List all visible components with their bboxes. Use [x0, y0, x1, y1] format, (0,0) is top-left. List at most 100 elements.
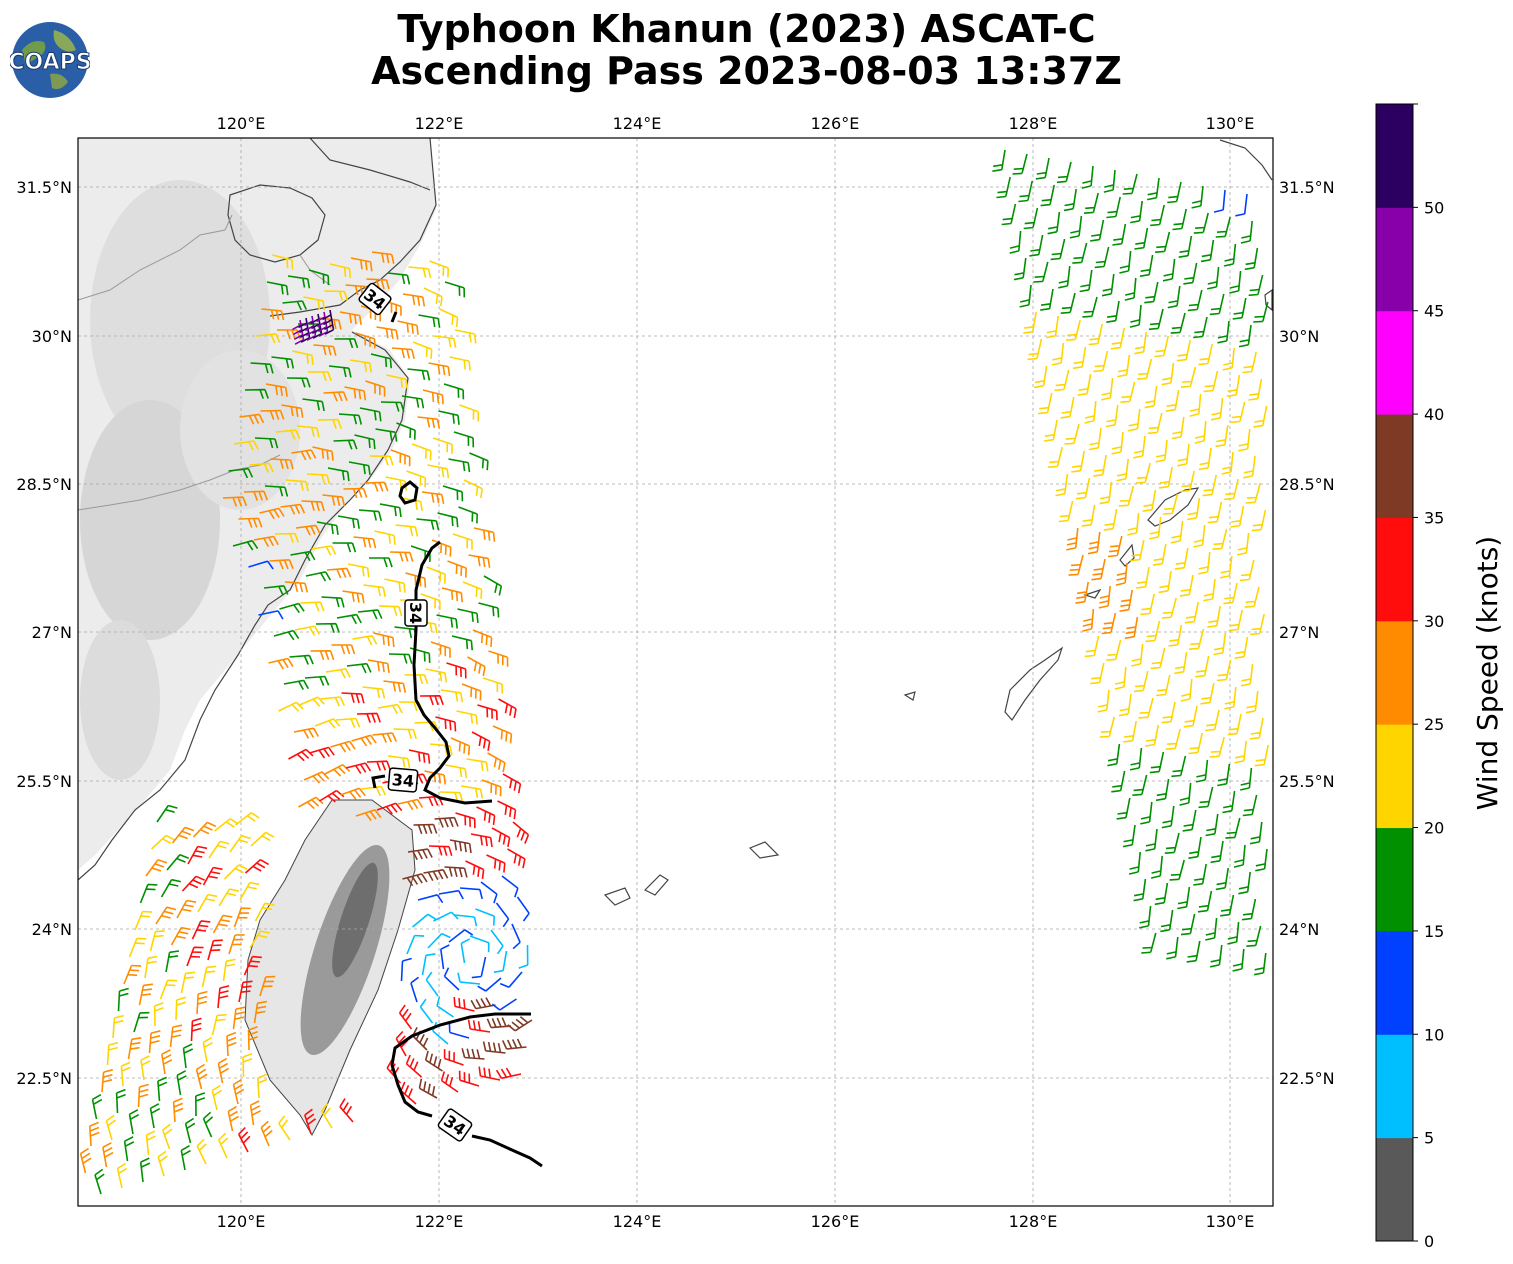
wind-barb [439, 308, 459, 327]
wind-barb [1225, 817, 1241, 839]
wind-barb [412, 341, 433, 359]
wind-barb [1149, 751, 1165, 774]
wind-barb [1027, 338, 1043, 361]
wind-barb [294, 625, 320, 636]
wind-barb [315, 622, 340, 633]
wind-barb [1193, 212, 1209, 234]
wind-barb [1150, 204, 1165, 227]
wind-barb [1060, 396, 1075, 419]
wind-barb [338, 413, 363, 425]
wind-barb [480, 881, 498, 904]
wind-barb [1075, 581, 1089, 604]
wind-barb [430, 641, 451, 658]
wind-barb [235, 812, 260, 826]
chart-title-line1: Typhoon Khanun (2023) ASCAT-C [397, 7, 1096, 51]
wind-barb [435, 716, 457, 732]
wind-barb [378, 605, 403, 617]
wind-barb [161, 1049, 173, 1075]
wind-barb [316, 521, 339, 536]
wind-barb [1187, 289, 1203, 312]
wind-barb [1144, 385, 1158, 409]
wind-barb [337, 515, 360, 529]
wind-barb [407, 848, 433, 861]
wind-barb [1207, 605, 1221, 628]
wind-barb [323, 391, 348, 402]
wind-barb [1139, 905, 1152, 929]
wind-barb [1069, 215, 1083, 239]
wind-barb [1178, 235, 1193, 258]
wind-barb [1168, 624, 1183, 647]
wind-barb [362, 686, 386, 699]
wind-barb [383, 680, 407, 693]
wind-barb [453, 431, 475, 448]
wind-barb [354, 434, 376, 450]
wind-barb [254, 902, 275, 922]
wind-barb [1227, 713, 1242, 736]
wind-barb [1112, 223, 1127, 246]
wind-barb [227, 1105, 240, 1132]
wind-barb [1167, 285, 1181, 309]
wind-barb [263, 585, 289, 596]
wind-barb [1207, 266, 1220, 290]
wind-barb [366, 760, 392, 771]
wind-barb [284, 581, 309, 593]
wind-barb [127, 1037, 142, 1060]
wind-barb [443, 1049, 464, 1066]
wind-barb [1046, 315, 1059, 339]
wind-barb [232, 1078, 245, 1105]
map-frame [77, 137, 1274, 1207]
wind-barb [295, 524, 321, 536]
wind-barb [155, 906, 177, 925]
wind-barb [1023, 311, 1037, 334]
wind-barb [1029, 234, 1044, 257]
wind-barb [425, 971, 439, 997]
colorbar-tick-label: 15 [1424, 922, 1444, 941]
wind-barb [422, 389, 444, 405]
contour-label-34: 34 [406, 602, 425, 624]
wind-barb [1189, 393, 1202, 417]
wind-barb [195, 1063, 208, 1090]
wind-barb [1054, 369, 1070, 392]
lat-label-left: 25.5°N [16, 772, 72, 791]
wind-barb [1216, 659, 1232, 682]
wind-barb [492, 725, 513, 744]
wind-barb [438, 889, 464, 900]
wind-barb [1149, 516, 1162, 540]
wind-barb [1060, 292, 1076, 314]
wind-barb [366, 278, 390, 290]
lon-label-top: 124°E [613, 114, 662, 133]
wind-barb [412, 1027, 429, 1051]
wind-barb [1233, 844, 1246, 868]
colorbar-tick-label: 5 [1424, 1129, 1434, 1148]
wind-barb [1209, 944, 1223, 968]
wind-barb [1110, 327, 1125, 350]
colorbar: 0 5 10 15 20 25 30 35 40 45 50 [1375, 103, 1444, 1251]
wind-barb [1240, 220, 1253, 244]
wind-barb [351, 734, 377, 747]
wind-barb [277, 329, 301, 340]
wind-barb [1150, 855, 1163, 879]
wind-barb [134, 910, 153, 931]
wind-barb [1198, 343, 1213, 366]
lat-label-right: 22.5°N [1279, 1069, 1335, 1088]
wind-barb [438, 410, 460, 425]
wind-barb [1051, 342, 1065, 366]
wind-barb [222, 496, 248, 507]
wind-barb [475, 908, 495, 926]
wind-barb [1101, 612, 1117, 635]
wind-barb [478, 602, 500, 618]
wind-barb [463, 479, 483, 499]
wind-barb [1171, 416, 1185, 440]
wind-barb [1160, 909, 1174, 933]
wind-barb [511, 923, 521, 950]
wind-barb [372, 732, 398, 743]
wind-barb [1219, 555, 1233, 579]
wind-barb [239, 881, 260, 901]
wind-barb [400, 957, 412, 982]
wind-barb [499, 971, 523, 988]
wind-barb [250, 831, 275, 847]
wind-barb [319, 789, 345, 803]
lon-label-top: 130°E [1206, 114, 1255, 133]
wind-barb [461, 683, 482, 701]
wind-barb [1116, 797, 1131, 820]
